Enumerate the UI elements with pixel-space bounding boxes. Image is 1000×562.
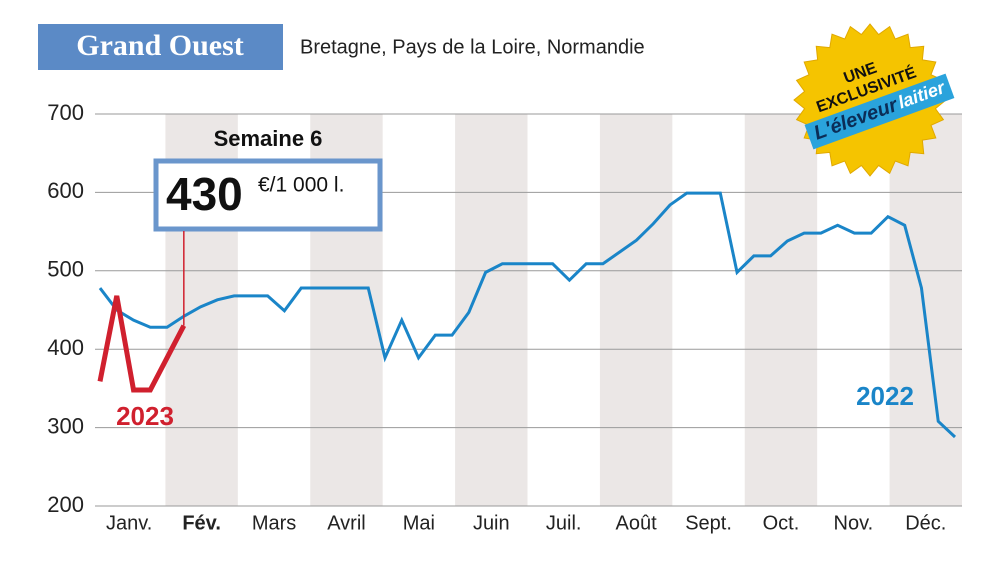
x-tick-label: Juin: [473, 512, 510, 534]
chart-subtitle: Bretagne, Pays de la Loire, Normandie: [300, 36, 645, 58]
y-tick-label: 600: [47, 178, 84, 203]
month-band: [455, 114, 528, 506]
title-box: [38, 24, 283, 70]
x-tick-label: Mai: [403, 512, 435, 534]
annotation-value: 430: [166, 168, 243, 220]
x-tick-label: Janv.: [106, 512, 152, 534]
x-tick-label: Sept.: [685, 512, 732, 534]
y-tick-label: 300: [47, 413, 84, 438]
chart-title: Grand Ouest: [76, 29, 244, 62]
series-line: [97, 295, 187, 393]
badge: UNE EXCLUSIVITÉ L'éleveur laitier: [793, 23, 955, 177]
grid: [95, 113, 962, 507]
annotation-unit: €/1 000 l.: [258, 174, 344, 197]
x-tick-label: Nov.: [834, 512, 874, 534]
x-tick-label: Mars: [252, 512, 296, 534]
x-tick-label: Déc.: [905, 512, 946, 534]
x-tick-label: Fév.: [182, 512, 221, 534]
y-tick-label: 700: [47, 100, 84, 125]
month-band: [599, 114, 673, 506]
x-tick-label: Juil.: [546, 512, 582, 534]
x-tick-label: Oct.: [763, 512, 800, 534]
badge-ribbon: [804, 73, 955, 150]
y-tick-label: 500: [47, 257, 84, 282]
annotation-label: Semaine 6: [214, 126, 323, 151]
month-band: [889, 114, 962, 506]
series-line: [98, 191, 957, 439]
series-label: 2023: [116, 401, 174, 431]
month-band: [744, 114, 818, 506]
series-label: 2022: [856, 381, 914, 411]
y-tick-label: 400: [47, 335, 84, 360]
annotation-box: [153, 158, 383, 232]
lines: [97, 191, 957, 439]
x-tick-label: Août: [616, 512, 658, 534]
y-tick-label: 200: [47, 492, 84, 517]
x-tick-label: Avril: [327, 512, 366, 534]
